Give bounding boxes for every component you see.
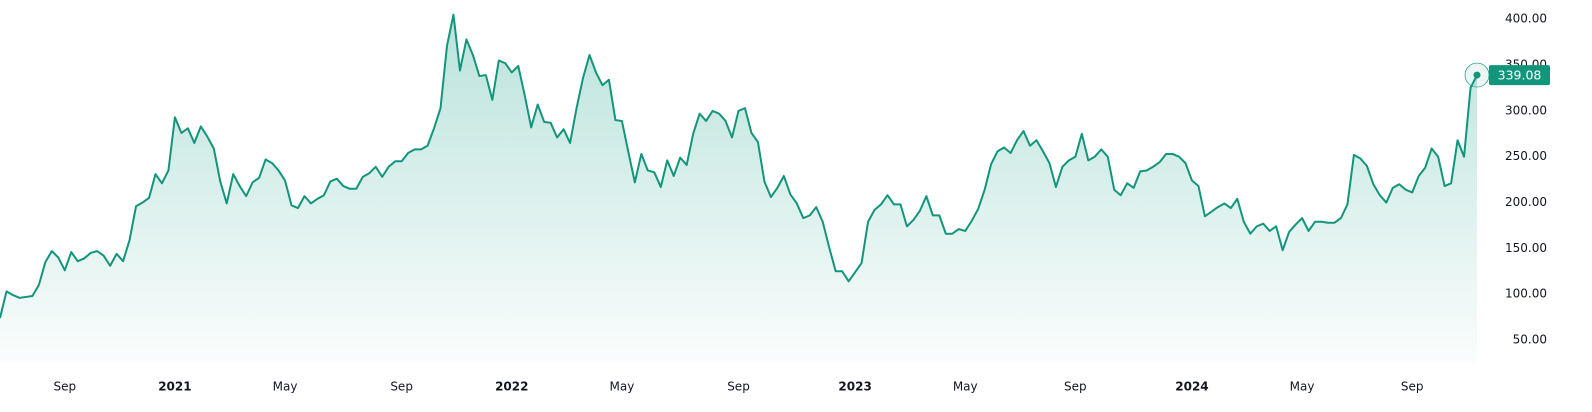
y-tick-label: 200.00 bbox=[1505, 195, 1547, 209]
y-tick-label: 400.00 bbox=[1505, 12, 1547, 26]
x-tick-label: May bbox=[953, 380, 978, 394]
y-tick-label: 150.00 bbox=[1505, 241, 1547, 255]
x-tick-label: May bbox=[609, 380, 634, 394]
x-tick-label: Sep bbox=[1064, 380, 1087, 394]
last-point bbox=[1473, 71, 1481, 79]
x-tick-label: May bbox=[273, 380, 298, 394]
x-tick-label: Sep bbox=[53, 380, 76, 394]
x-tick-label: 2022 bbox=[495, 380, 528, 394]
area-fill bbox=[0, 14, 1477, 362]
x-tick-label: Sep bbox=[390, 380, 413, 394]
last-value-box bbox=[1489, 65, 1550, 86]
last-value-label: 339.08 bbox=[1498, 68, 1542, 83]
y-tick-label: 300.00 bbox=[1505, 103, 1547, 117]
y-tick-label: 100.00 bbox=[1505, 287, 1547, 301]
x-tick-label: Sep bbox=[1401, 380, 1424, 394]
x-tick-label: May bbox=[1290, 380, 1315, 394]
x-tick-label: Sep bbox=[727, 380, 750, 394]
y-tick-label: 50.00 bbox=[1513, 333, 1547, 347]
price-line bbox=[0, 13, 1478, 319]
x-tick-label: 2023 bbox=[838, 380, 871, 394]
x-tick-label: 2024 bbox=[1175, 380, 1208, 394]
x-tick-label: 2021 bbox=[158, 380, 191, 394]
y-tick-label: 250.00 bbox=[1505, 149, 1547, 163]
